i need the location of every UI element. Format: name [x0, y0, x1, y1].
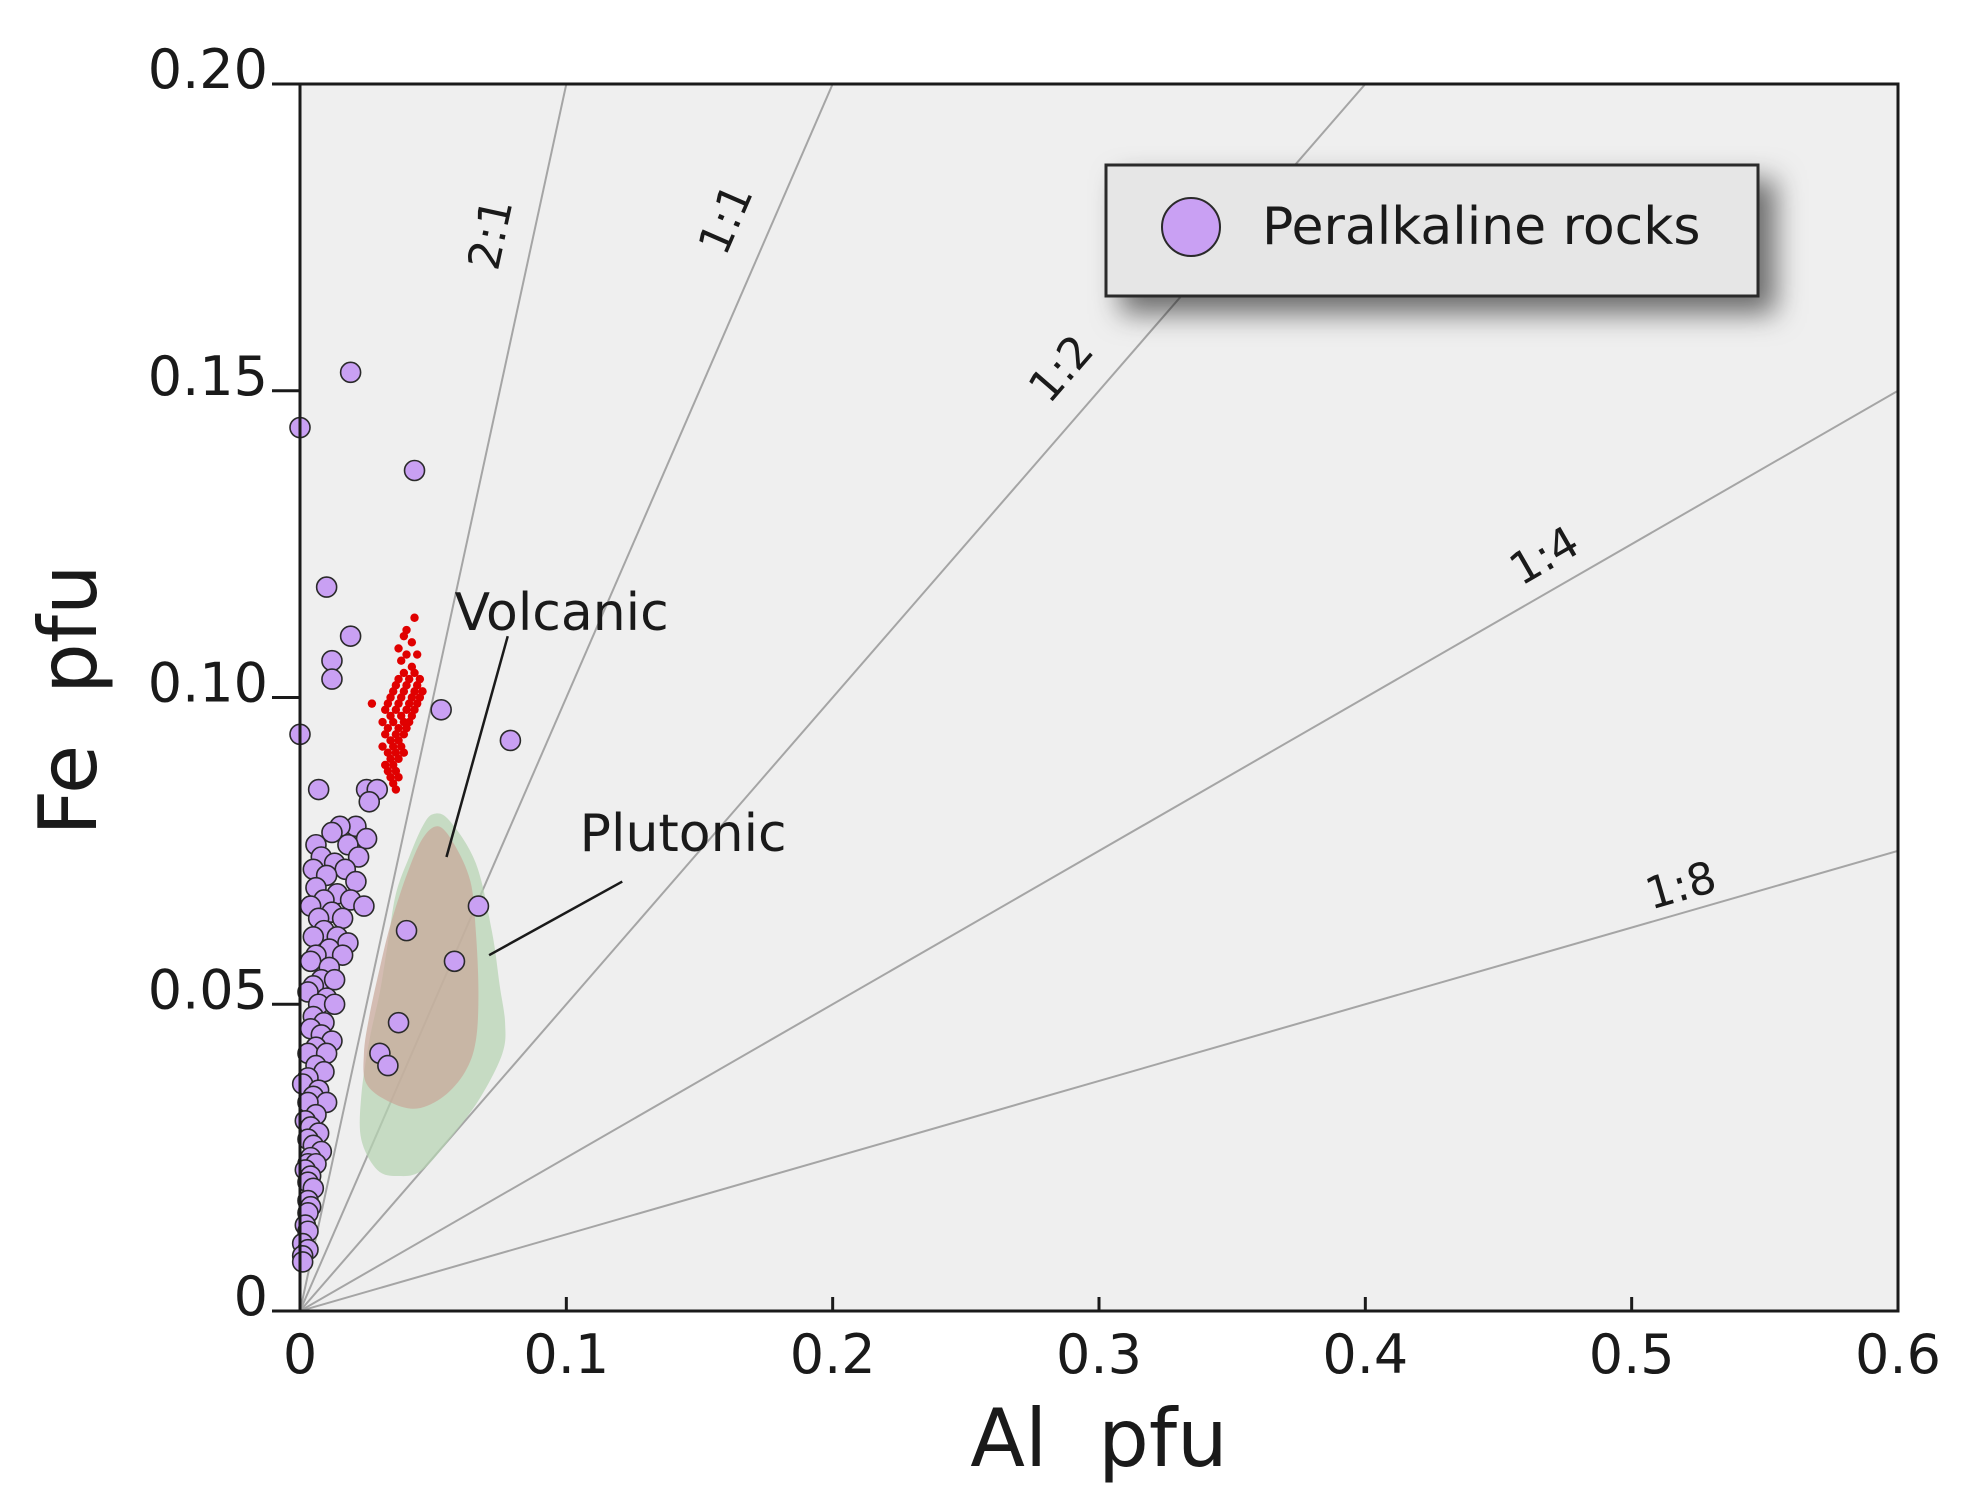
- legend-marker-peralkaline-rocks: [1161, 197, 1221, 257]
- peralkaline-point: [443, 950, 466, 973]
- red-point: [389, 717, 398, 727]
- red-point: [391, 785, 401, 794]
- red-points: [367, 613, 427, 794]
- peralkaline-point: [430, 698, 452, 721]
- peralkaline-point: [331, 944, 354, 966]
- peralkaline-point: [387, 1011, 410, 1034]
- red-point: [399, 730, 409, 739]
- peralkaline-point: [321, 821, 343, 844]
- peralkaline-point: [323, 993, 346, 1016]
- red-point: [381, 705, 390, 714]
- x-axis-title: Al pfu: [970, 1392, 1227, 1485]
- peralkaline-point: [358, 790, 381, 813]
- region-volcanic: [363, 826, 479, 1109]
- purple-points: [289, 361, 522, 1273]
- peralkaline-point: [353, 895, 375, 917]
- legend-label-peralkaline-rocks: Peralkaline rocks: [1262, 197, 1700, 257]
- x-tick-label: 0.6: [1855, 1323, 1941, 1386]
- red-point: [402, 705, 411, 714]
- annotation-volcanic: Volcanic: [454, 583, 668, 643]
- peralkaline-point: [403, 459, 426, 482]
- red-point: [394, 754, 403, 764]
- peralkaline-point: [291, 1251, 314, 1273]
- peralkaline-point: [339, 361, 362, 384]
- peralkaline-point: [395, 919, 418, 942]
- annotation-leader-volcanic: [445, 635, 509, 858]
- red-point: [412, 650, 422, 659]
- peralkaline-point: [347, 846, 370, 868]
- red-point: [410, 668, 419, 678]
- peralkaline-point: [299, 950, 322, 973]
- y-tick-label: 0.05: [148, 958, 268, 1021]
- peralkaline-point: [323, 968, 346, 991]
- y-axis: 0 0.05 0.10 0.15 0.20: [148, 38, 300, 1328]
- peralkaline-point: [499, 729, 522, 752]
- red-point: [391, 705, 401, 714]
- peralkaline-point: [315, 576, 338, 598]
- peralkaline-point: [339, 625, 362, 647]
- annotation-plutonic: Plutonic: [580, 804, 787, 864]
- peralkaline-point: [307, 778, 330, 801]
- red-point: [394, 773, 403, 782]
- peralkaline-point: [321, 649, 343, 672]
- peralkaline-point: [377, 1054, 399, 1077]
- ratio-line-1-4: [300, 389, 1898, 1311]
- red-point: [410, 613, 419, 622]
- red-point: [399, 668, 409, 678]
- red-point: [381, 730, 390, 739]
- y-tick-label: 0.20: [148, 38, 268, 101]
- ratio-line-2-1: [300, 84, 568, 1311]
- peralkaline-point: [331, 907, 354, 930]
- y-axis-title: Fe pfu: [22, 564, 115, 835]
- peralkaline-point: [355, 827, 378, 850]
- red-point: [394, 644, 403, 653]
- red-point: [407, 638, 417, 647]
- x-tick-label: 0.4: [1322, 1323, 1408, 1386]
- y-tick-label: 0.15: [148, 345, 268, 408]
- x-tick-label: 0.1: [523, 1323, 609, 1386]
- red-point: [367, 699, 377, 708]
- x-tick-label: 0: [283, 1323, 317, 1386]
- ratio-line-1-8: [300, 849, 1898, 1311]
- x-tick-label: 0.5: [1589, 1323, 1675, 1386]
- annotation-leader-plutonic: [488, 880, 623, 957]
- x-tick-label: 0.3: [1056, 1323, 1142, 1386]
- peralkaline-point: [321, 668, 343, 690]
- x-axis: 0 0.1 0.2 0.3 0.4 0.5 0.6: [283, 1297, 1941, 1386]
- red-point: [378, 742, 387, 751]
- peralkaline-point: [467, 895, 490, 917]
- legend: Peralkaline rocks: [1104, 163, 1760, 298]
- red-point: [399, 748, 409, 757]
- annotations: Volcanic Plutonic: [445, 583, 787, 957]
- peralkaline-point: [345, 870, 367, 893]
- red-point: [399, 631, 409, 641]
- red-point: [378, 717, 387, 727]
- red-point: [402, 650, 411, 659]
- x-tick-label: 0.2: [790, 1323, 876, 1386]
- y-tick-label: 0.10: [148, 652, 268, 715]
- y-tick-label: 0: [234, 1265, 268, 1328]
- red-point: [397, 656, 406, 665]
